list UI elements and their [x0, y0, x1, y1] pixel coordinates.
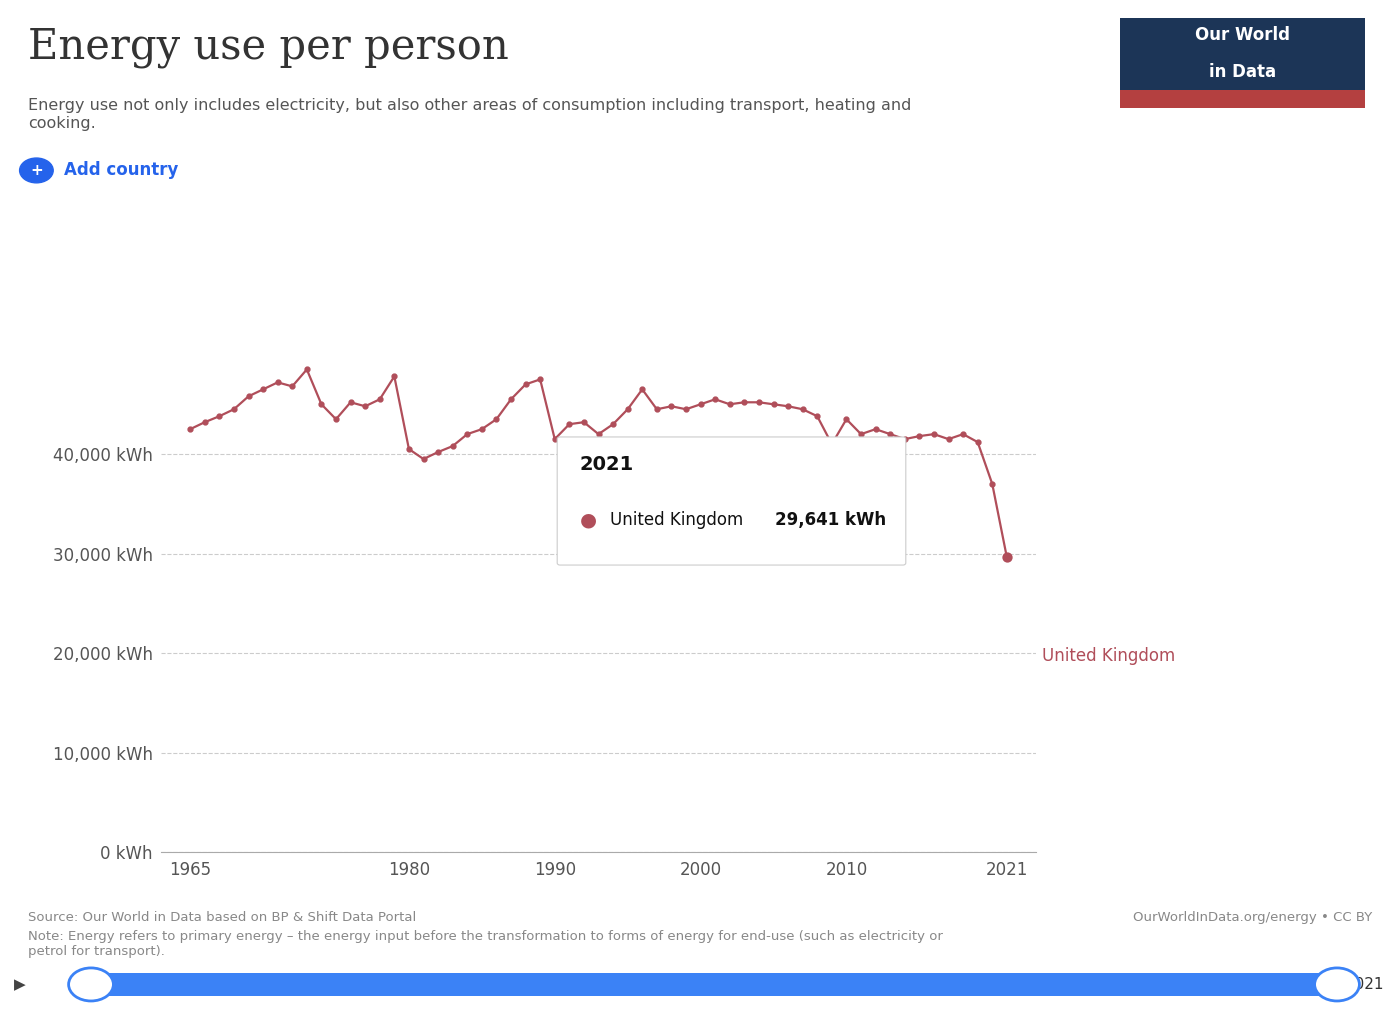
- Text: ▶: ▶: [14, 977, 25, 992]
- Text: Energy use per person: Energy use per person: [28, 26, 508, 68]
- Text: 2021: 2021: [580, 455, 634, 473]
- Text: Our World: Our World: [1196, 26, 1289, 44]
- Text: 29,641 kWh: 29,641 kWh: [776, 510, 886, 529]
- Text: 1965: 1965: [116, 977, 155, 992]
- Text: 2021: 2021: [1345, 977, 1383, 992]
- Point: [995, 549, 1018, 565]
- Text: Note: Energy refers to primary energy – the energy input before the transformati: Note: Energy refers to primary energy – …: [28, 930, 942, 958]
- Text: United Kingdom: United Kingdom: [1042, 647, 1175, 665]
- Text: in Data: in Data: [1210, 63, 1275, 82]
- Text: Energy use not only includes electricity, but also other areas of consumption in: Energy use not only includes electricity…: [28, 98, 911, 130]
- Text: +: +: [29, 163, 43, 178]
- Text: ●: ●: [580, 510, 596, 529]
- Text: Add country: Add country: [64, 161, 179, 180]
- Text: OurWorldInData.org/energy • CC BY: OurWorldInData.org/energy • CC BY: [1133, 911, 1372, 925]
- Text: United Kingdom: United Kingdom: [610, 510, 743, 529]
- Text: Source: Our World in Data based on BP & Shift Data Portal: Source: Our World in Data based on BP & …: [28, 911, 416, 925]
